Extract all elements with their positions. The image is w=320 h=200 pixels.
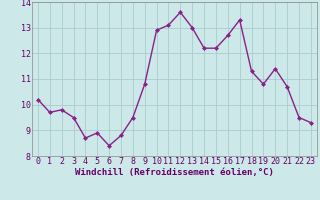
X-axis label: Windchill (Refroidissement éolien,°C): Windchill (Refroidissement éolien,°C) [75, 168, 274, 177]
